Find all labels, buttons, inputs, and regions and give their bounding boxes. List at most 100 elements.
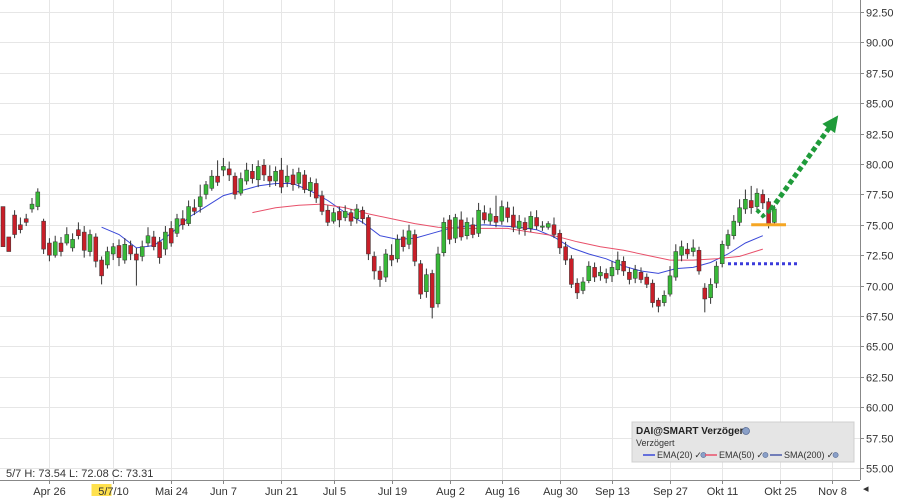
- legend-check-icon: ✓: [756, 450, 764, 460]
- candle-body: [464, 222, 470, 236]
- candle: [534, 210, 539, 230]
- candle-body: [441, 222, 447, 254]
- candle-body: [151, 236, 157, 247]
- candle: [592, 262, 597, 282]
- candle-body: [12, 214, 17, 235]
- candle: [685, 243, 690, 259]
- candle-body: [580, 281, 586, 291]
- candle: [76, 222, 81, 240]
- legend: DAI@SMART Verzögert Verzögert EMA(20) ✓ EM…: [631, 421, 855, 463]
- y-tick-label: 75.00: [866, 221, 894, 233]
- candle: [760, 189, 766, 209]
- candle-body: [70, 239, 75, 249]
- candle: [261, 159, 267, 182]
- legend-settings-icon[interactable]: [832, 452, 839, 458]
- x-tick-label: Jul 19: [378, 486, 407, 498]
- candle-body: [603, 273, 609, 279]
- candle: [731, 215, 737, 240]
- candle: [569, 255, 574, 289]
- candle: [522, 217, 528, 236]
- candle-body: [0, 206, 6, 247]
- legend-settings-icon[interactable]: [742, 427, 750, 435]
- y-tick-label: 80.00: [866, 160, 894, 172]
- legend-label: EMA(50): [719, 450, 755, 460]
- candle: [0, 206, 6, 247]
- candle-body: [563, 246, 568, 261]
- candle-body: [470, 224, 476, 235]
- candle-body: [23, 218, 29, 223]
- y-tick-label: 85.00: [866, 99, 894, 111]
- candle: [435, 246, 441, 308]
- candle-body: [238, 178, 244, 194]
- candle-body: [748, 200, 754, 209]
- candle-body: [447, 219, 452, 240]
- price-readout: 5/7 H: 73.54 L: 72.08 C: 73.31: [6, 468, 153, 480]
- candle: [342, 205, 348, 222]
- candle: [41, 218, 46, 254]
- legend-settings-icon[interactable]: [762, 452, 769, 458]
- candle: [197, 184, 203, 213]
- candle: [673, 244, 679, 281]
- candle: [232, 172, 238, 200]
- candle: [52, 235, 58, 258]
- candle: [377, 266, 383, 287]
- x-tick-label: Jul 5: [323, 486, 346, 498]
- candlestick-series: [0, 157, 777, 319]
- candle: [64, 227, 70, 246]
- candle: [29, 198, 35, 213]
- x-tick-label: Jun 7: [210, 486, 237, 498]
- candle-body: [134, 253, 139, 261]
- candle: [516, 215, 522, 235]
- candle-body: [267, 175, 273, 182]
- candle: [650, 279, 655, 308]
- candle: [395, 234, 400, 263]
- candle-body: [284, 175, 290, 183]
- candle-body: [371, 256, 377, 272]
- candle-body: [18, 224, 23, 230]
- candle: [47, 238, 52, 262]
- candle-body: [325, 209, 331, 223]
- candle: [226, 161, 232, 182]
- candle: [429, 269, 435, 319]
- legend-item-sma200: SMA(200) ✓: [770, 450, 839, 460]
- candle: [279, 157, 284, 194]
- candle: [719, 240, 725, 268]
- candle-body: [313, 183, 319, 199]
- candle: [453, 213, 458, 244]
- forecast-arrow-shaft: [768, 125, 833, 212]
- candle: [644, 273, 650, 289]
- candle-body: [209, 175, 215, 189]
- candle: [35, 188, 41, 211]
- x-tick-label: Nov 8: [818, 486, 847, 498]
- candle: [174, 213, 180, 237]
- candle-body: [516, 220, 522, 229]
- candle-body: [296, 172, 302, 184]
- candle: [180, 210, 186, 230]
- x-axis-scroll-arrow[interactable]: ◂: [863, 483, 869, 495]
- candle-body: [180, 218, 186, 226]
- candle-body: [377, 270, 383, 280]
- candle: [482, 205, 487, 224]
- candle-body: [400, 236, 406, 247]
- candle-body: [429, 273, 435, 308]
- legend-label: EMA(20): [657, 450, 693, 460]
- candle: [354, 204, 360, 224]
- candle: [325, 205, 331, 227]
- candle: [99, 256, 104, 285]
- candle: [128, 240, 133, 261]
- candle: [476, 202, 481, 237]
- y-tick-label: 65.00: [866, 342, 894, 354]
- candle-body: [145, 235, 151, 244]
- candle-body: [696, 250, 702, 272]
- candle: [215, 160, 220, 186]
- candle: [563, 241, 568, 265]
- candle: [250, 164, 255, 184]
- y-tick-label: 90.00: [866, 38, 894, 50]
- candle: [748, 185, 754, 214]
- x-tick-highlight: [91, 484, 112, 496]
- candle: [754, 188, 760, 212]
- legend-item-ema50: EMA(50) ✓: [705, 450, 769, 460]
- candle: [505, 201, 510, 223]
- candle: [12, 210, 17, 239]
